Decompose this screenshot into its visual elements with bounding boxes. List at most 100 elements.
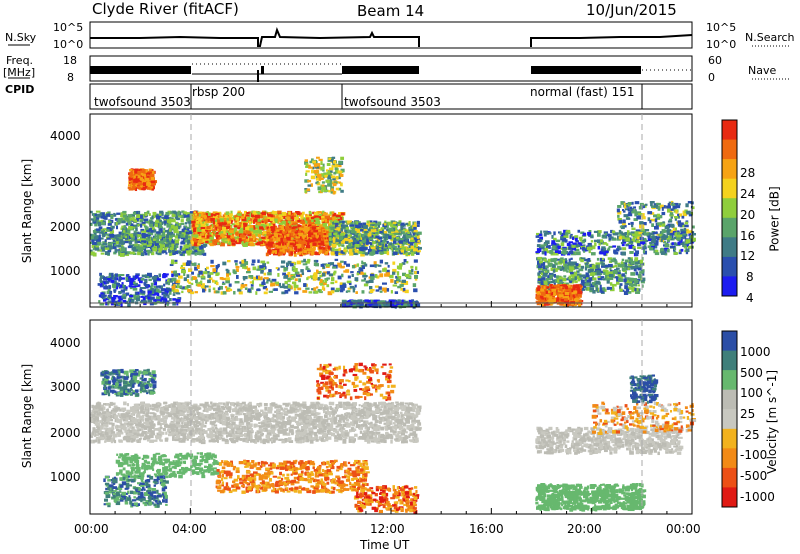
power-cell — [349, 285, 355, 289]
power-cell — [342, 220, 345, 223]
power-cell — [281, 216, 286, 220]
power-cell — [333, 171, 337, 175]
power-cell — [200, 280, 203, 284]
power-cell — [308, 291, 313, 294]
power-cell — [214, 225, 217, 228]
power-cell — [97, 221, 101, 225]
power-cell — [214, 217, 219, 221]
power-cell — [201, 250, 205, 253]
power-cell — [141, 240, 147, 244]
power-cell — [132, 233, 138, 236]
power-cell — [293, 252, 297, 257]
power-cell — [141, 290, 146, 294]
power-cell — [93, 221, 97, 225]
power-cell — [268, 290, 274, 293]
power-cell — [308, 210, 312, 215]
power-cell — [138, 175, 141, 179]
power-cell — [298, 230, 302, 233]
power-cell — [296, 245, 301, 249]
power-cell — [277, 217, 281, 220]
velocity-colorbar-tick: -25 — [740, 428, 760, 442]
power-cell — [102, 294, 107, 297]
power-cell — [218, 215, 222, 219]
power-cell — [177, 238, 180, 241]
power-cell — [312, 275, 318, 280]
power-cell — [252, 266, 257, 271]
power-cell — [373, 300, 378, 305]
power-cell — [200, 211, 205, 214]
power-cell — [336, 214, 341, 218]
power-cell — [165, 235, 170, 239]
power-cell — [242, 239, 247, 243]
power-cell — [90, 223, 93, 226]
power-cell — [227, 260, 231, 263]
freq-label: Freq. — [6, 54, 34, 67]
power-cell — [132, 226, 137, 229]
power-cell — [114, 273, 118, 277]
power-cell — [137, 251, 142, 256]
power-cell — [166, 223, 171, 228]
power-cell — [191, 223, 194, 226]
power-cell — [94, 235, 99, 240]
power-cell — [117, 244, 122, 248]
power-cell — [378, 270, 382, 273]
power-cell — [414, 234, 418, 238]
power-cell — [269, 222, 272, 226]
power-cell — [217, 242, 220, 245]
power-cell — [394, 291, 399, 295]
power-cell — [197, 217, 203, 221]
power-cell — [207, 230, 211, 233]
power-cell — [282, 246, 288, 250]
power-cell — [381, 244, 385, 248]
power-cell — [148, 240, 153, 244]
power-cell — [193, 232, 196, 235]
nave-label: Nave — [748, 64, 777, 77]
power-cell — [305, 260, 310, 264]
power-cell — [191, 271, 194, 275]
power-cell — [225, 228, 229, 232]
power-cell — [334, 248, 339, 251]
power-cell — [178, 275, 183, 279]
power-cell — [285, 231, 289, 234]
power-cell — [294, 278, 298, 282]
power-cell — [150, 180, 156, 184]
power-cell — [220, 231, 225, 234]
power-cell — [246, 271, 251, 274]
power-cell — [288, 243, 292, 247]
power-cell — [329, 179, 333, 183]
power-cell — [147, 250, 152, 254]
power-cell — [297, 239, 302, 244]
power-cell — [331, 247, 335, 251]
power-cell — [378, 242, 381, 246]
power-cell — [163, 223, 167, 226]
power-cell — [188, 230, 193, 235]
power-cell — [364, 299, 369, 302]
power-cell — [142, 186, 146, 191]
power-cell — [359, 228, 364, 232]
power-cell — [321, 216, 325, 221]
power-cell — [116, 234, 121, 237]
power-cell — [105, 233, 110, 236]
power-cell — [304, 189, 307, 193]
power-cell — [169, 247, 174, 251]
power-cell — [136, 214, 141, 219]
power-cell — [245, 226, 250, 231]
power-cell — [367, 228, 371, 232]
power-cell — [257, 233, 261, 238]
power-cell — [302, 227, 307, 230]
power-cell — [407, 234, 411, 239]
power-cell — [339, 173, 344, 177]
power-cell — [305, 213, 308, 217]
power-cell — [316, 163, 321, 168]
power-cell — [251, 280, 254, 285]
power-cell — [265, 211, 269, 214]
power-cell — [276, 237, 281, 242]
power-cell — [131, 285, 137, 288]
power-cell — [196, 224, 202, 229]
power-cell — [259, 230, 262, 235]
power-cell — [115, 222, 118, 226]
power-cell — [411, 252, 415, 256]
nsky-tick-high: 10^5 — [53, 21, 84, 34]
power-cell — [127, 228, 131, 231]
power-cell — [339, 236, 344, 241]
